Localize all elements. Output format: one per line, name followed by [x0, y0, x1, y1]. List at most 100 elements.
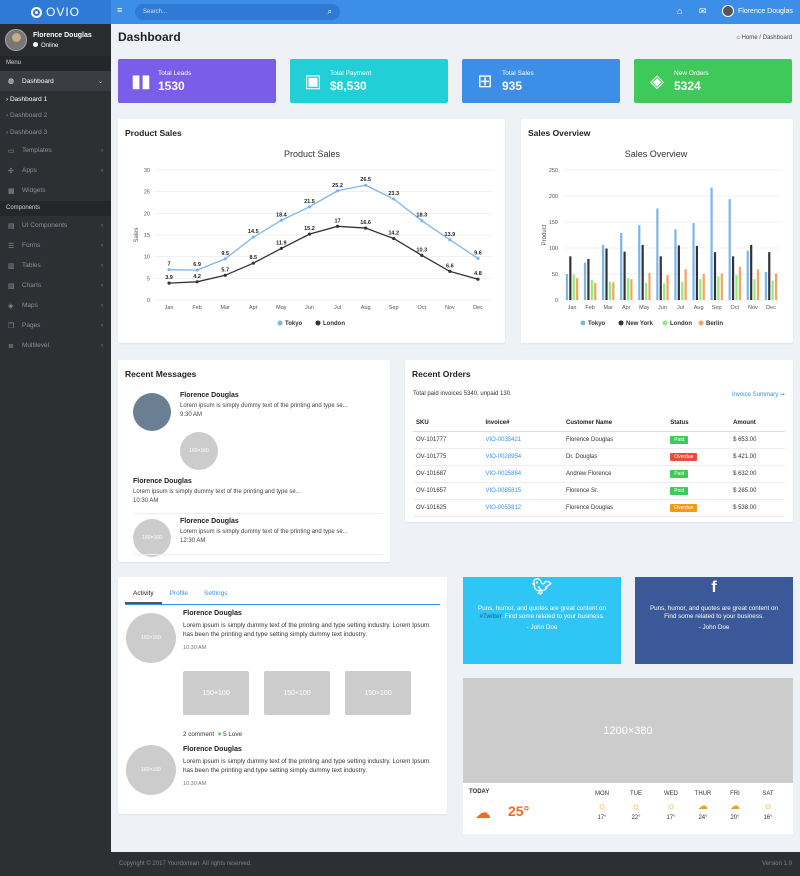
bar: [641, 244, 644, 300]
basket-icon: ⊞: [477, 70, 493, 91]
stat-value: 935: [502, 78, 523, 93]
sidebar-item-widgets[interactable]: ▦ Widgets: [0, 181, 111, 201]
data-label: 5.7: [221, 267, 229, 273]
sidebar-item-charts[interactable]: ▨ Charts ›: [0, 276, 111, 296]
chart-icon: ▨: [8, 282, 15, 290]
activity-image-placeholder[interactable]: 150×100: [183, 671, 249, 715]
message-item[interactable]: Florence Douglas Lorem ipsum is simply du…: [180, 518, 380, 544]
x-tick-label: Jan: [165, 305, 174, 311]
logo-text: OVIO: [45, 5, 80, 19]
bar: [713, 252, 717, 300]
bar: [684, 269, 687, 300]
sidebar-item-pages[interactable]: ❐ Pages ›: [0, 316, 111, 336]
bar: [764, 271, 767, 300]
twitter-icon[interactable]: 🐦︎: [531, 579, 553, 596]
legend-marker: [580, 320, 586, 326]
y-tick-label: 15: [144, 233, 150, 239]
breadcrumb-home[interactable]: Home: [741, 35, 758, 41]
notification-icon[interactable]: ✉: [699, 6, 707, 16]
sidebar-item-dashboard[interactable]: ◍ Dashboard ⌄: [0, 71, 111, 91]
stat-label: New Orders: [674, 69, 709, 77]
tab-settings[interactable]: Settings: [204, 590, 228, 597]
weather-day: MON ☼ 17°: [588, 791, 616, 821]
home-icon[interactable]: ⌂: [677, 6, 683, 16]
sidebar-item-multilevel[interactable]: ≣ Multilevel ›: [0, 336, 111, 356]
bar: [677, 245, 680, 300]
menu-toggle-icon[interactable]: ≡: [117, 5, 123, 15]
facebook-icon[interactable]: f: [711, 579, 717, 596]
sidebar-item-label: Charts: [22, 282, 42, 289]
bar: [587, 258, 590, 300]
invoice-link[interactable]: VIO-0035421: [482, 431, 564, 449]
weather-day-label: SAT: [762, 791, 774, 797]
sidebar-item-ui-components[interactable]: ▤ UI Components ›: [0, 216, 111, 236]
tab-profile[interactable]: Profile: [169, 590, 189, 597]
bar: [630, 279, 633, 300]
table-row[interactable]: OV-101687 VIO-0025884 Andrew Florence Paid $…: [413, 465, 785, 483]
sidebar-item-templates[interactable]: ▭ Templates ›: [0, 141, 111, 161]
data-label: 6.6: [446, 263, 454, 269]
table-cell: Andrew Florence: [563, 465, 668, 483]
message-item[interactable]: Florence Douglas Lorem ipsum is simply du…: [180, 392, 380, 418]
legend-marker: [618, 320, 624, 326]
logo[interactable]: OVIO: [0, 0, 111, 24]
table-row[interactable]: OV-101775 VIO-0028954 Dr. Douglas Overdue $ …: [413, 448, 785, 466]
data-label: 8.5: [249, 255, 257, 261]
data-point: [195, 280, 199, 284]
message-avatar: [133, 393, 171, 431]
data-label: 13.9: [445, 232, 456, 238]
invoice-link[interactable]: VIO-0053812: [482, 499, 564, 517]
y-tick-label: 250: [549, 168, 558, 174]
table-row[interactable]: OV-101657 VIO-0085815 Florence Sr. Paid $ 28…: [413, 482, 785, 500]
invoice-link[interactable]: VIO-0025884: [482, 465, 564, 483]
comments-link[interactable]: 2 comment: [183, 731, 215, 738]
sidebar-sub-dashboard-2[interactable]: › Dashboard 2: [0, 108, 111, 125]
legend-label: Tokyo: [588, 321, 606, 327]
love-link[interactable]: 5 Love: [223, 731, 243, 738]
tab-activity[interactable]: Activity: [125, 585, 162, 604]
y-tick-label: 30: [144, 168, 150, 174]
y-tick-label: 0: [555, 298, 558, 304]
bar: [746, 250, 749, 300]
sidebar-item-apps[interactable]: ✣ Apps ›: [0, 161, 111, 181]
table-row[interactable]: OV-101777 VIO-0035421 Florence Douglas Paid…: [413, 431, 785, 449]
data-label: 6.9: [193, 262, 201, 268]
x-tick-label: May: [276, 305, 287, 311]
invoice-link[interactable]: VIO-0085815: [482, 482, 564, 500]
sidebar-item-forms[interactable]: ☰ Forms ›: [0, 236, 111, 256]
activity-image-placeholder[interactable]: 150×100: [345, 671, 411, 715]
invoice-link[interactable]: VIO-0028954: [482, 448, 564, 466]
pages-icon: ❐: [8, 322, 15, 330]
heart-icon[interactable]: ♥: [217, 731, 222, 738]
topbar: OVIO ≡ Search... ⌕ ⌂ ✉ Florence Douglas: [0, 0, 800, 24]
column-header: Status: [667, 415, 731, 432]
sidebar-sub-dashboard-1[interactable]: › Dashboard 1: [0, 91, 111, 108]
twitter-handle[interactable]: #Twitter: [479, 613, 502, 620]
user-menu[interactable]: Florence Douglas: [722, 5, 793, 17]
sidebar-item-maps[interactable]: ◈ Maps ›: [0, 296, 111, 316]
y-axis-label: Product: [542, 224, 548, 245]
card-title: Recent Messages: [125, 369, 197, 379]
message-name: Florence Douglas: [180, 518, 239, 525]
divider: [133, 513, 383, 514]
chevron-right-icon: ›: [101, 147, 103, 154]
sidebar-item-tables[interactable]: ▥ Tables ›: [0, 256, 111, 276]
search-icon[interactable]: ⌕: [327, 7, 332, 16]
bar: [695, 245, 699, 300]
data-point: [335, 189, 340, 193]
components-heading: Components: [0, 200, 111, 216]
x-tick-label: Jul: [677, 305, 684, 311]
table-row[interactable]: OV-101625 VIO-0053812 Florence Douglas Over…: [413, 499, 785, 517]
weather-icon: ☼: [763, 801, 773, 812]
stat-card-sales: ⊞ Total Sales 935: [462, 59, 620, 103]
data-label: 18.4: [276, 212, 288, 218]
sidebar-sub-dashboard-3[interactable]: › Dashboard 3: [0, 124, 111, 141]
weather-day-label: FRI: [730, 791, 740, 797]
invoice-summary-link[interactable]: Invoice Summary ➞: [731, 392, 785, 398]
facebook-author: - John Doe: [698, 624, 730, 631]
activity-image-placeholder[interactable]: 150×100: [264, 671, 330, 715]
search-input[interactable]: Search... ⌕: [135, 4, 340, 20]
version-text: Version 1.0: [761, 861, 792, 867]
message-item[interactable]: Florence Douglas Lorem ipsum is simply du…: [133, 478, 383, 504]
data-point: [420, 219, 424, 223]
